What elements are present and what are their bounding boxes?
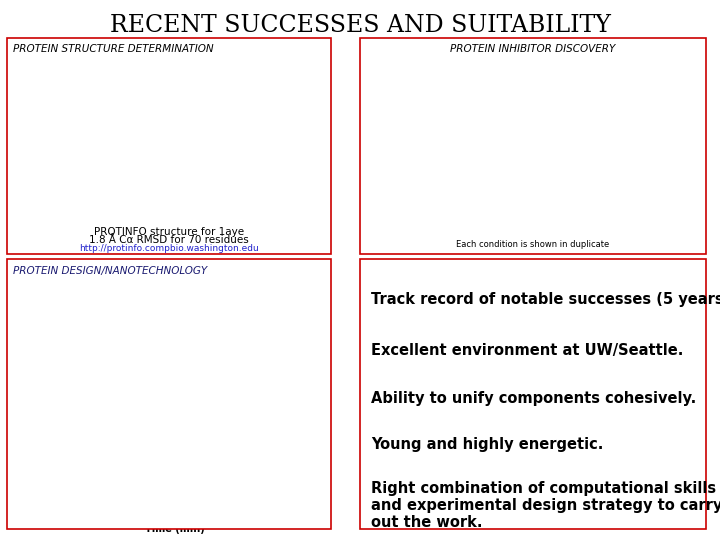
Text: PROTEIN INHIBITOR DISCOVERY: PROTEIN INHIBITOR DISCOVERY (450, 44, 616, 55)
Bar (630, 211, 653, 296)
Text: V4: V4 (243, 458, 251, 463)
Text: S3: S3 (243, 384, 251, 389)
Bar (515, 89, 538, 296)
Text: Track record of notable successes (5 years).: Track record of notable successes (5 yea… (371, 292, 720, 307)
Text: PROTEIN DESIGN/NANOTECHNOLOGY: PROTEIN DESIGN/NANOTECHNOLOGY (13, 266, 207, 276)
Text: Young and highly energetic.: Young and highly energetic. (371, 437, 603, 453)
Text: V3: V3 (243, 476, 251, 482)
Text: RECENT SUCCESSES AND SUITABILITY: RECENT SUCCESSES AND SUITABILITY (109, 14, 611, 37)
Text: S1: S1 (243, 420, 250, 425)
Bar (586, 211, 609, 296)
Text: PROTEIN STRUCTURE DETERMINATION: PROTEIN STRUCTURE DETERMINATION (13, 44, 214, 55)
Y-axis label: Virus titer (log scale): Virus titer (log scale) (379, 100, 387, 181)
Text: V3: V3 (243, 466, 251, 471)
Bar (487, 105, 510, 296)
Text: S1: S1 (243, 299, 251, 304)
Text: NRPEG: NRPEG (243, 407, 260, 411)
Text: PROTINFO structure for 1aye: PROTINFO structure for 1aye (94, 227, 244, 237)
Bar (657, 211, 680, 296)
Text: S4: S4 (243, 413, 250, 417)
Text: S4: S4 (243, 401, 251, 407)
Text: Strong
shape display
amyloid peptide: Strong shape display amyloid peptide (272, 335, 285, 369)
Text: Right combination of computational skills
and experimental design strategy to ca: Right combination of computational skill… (371, 481, 720, 530)
Bar (415, 85, 438, 296)
Text: Each condition is shown in duplicate: Each condition is shown in duplicate (456, 240, 609, 248)
Y-axis label: Dip position shift (nm): Dip position shift (nm) (9, 342, 19, 443)
X-axis label: Time (min): Time (min) (145, 524, 204, 534)
Text: http://protinfo.compbio.washington.edu: http://protinfo.compbio.washington.edu (79, 244, 259, 253)
Text: V2: V2 (243, 484, 251, 489)
Text: Excellent environment at UW/Seattle.: Excellent environment at UW/Seattle. (371, 343, 683, 358)
Text: V4: V4 (243, 448, 251, 453)
Text: S9: S9 (243, 345, 251, 349)
Text: S2: S2 (243, 356, 251, 361)
Text: Ability to unify components cohesively.: Ability to unify components cohesively. (371, 392, 696, 407)
Text: 1.8 Å Cα RMSD for 70 residues: 1.8 Å Cα RMSD for 70 residues (89, 235, 249, 245)
Text: Weak: Weak (272, 460, 277, 474)
Bar (559, 178, 582, 296)
Bar (443, 89, 466, 296)
